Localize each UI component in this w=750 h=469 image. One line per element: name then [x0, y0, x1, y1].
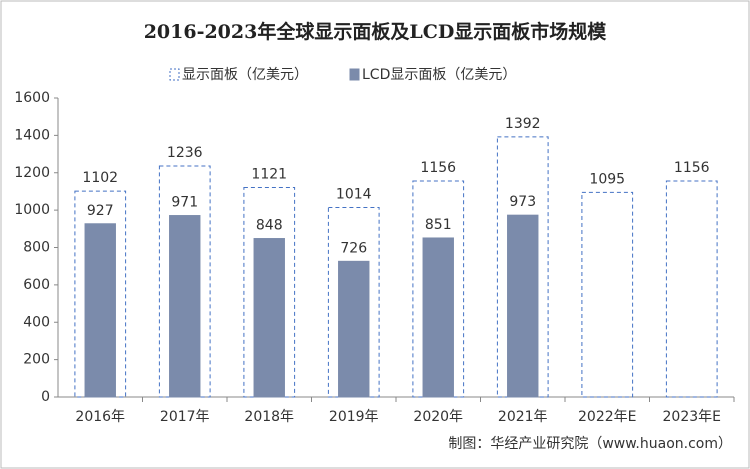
y-tick-label: 800	[23, 240, 50, 256]
legend-label: 显示面板（亿美元）	[182, 67, 308, 83]
source: 制图：华经产业研究院（www.huaon.com）	[448, 436, 732, 452]
x-tick-label: 2019年	[329, 409, 379, 425]
lcd-bar	[507, 214, 539, 398]
lcd-bar	[338, 260, 370, 398]
value-label: 1236	[167, 145, 203, 161]
x-tick-label: 2021年	[498, 409, 548, 425]
x-tick-label: 2017年	[160, 409, 210, 425]
x-tick-label: 2020年	[413, 409, 463, 425]
y-tick-label: 1400	[14, 127, 50, 143]
lcd-bar	[84, 223, 116, 398]
lcd-bar	[169, 215, 201, 398]
value-label: 927	[87, 203, 114, 219]
legend-swatch	[169, 68, 180, 81]
value-label: 1156	[420, 160, 456, 176]
value-label: 1121	[251, 167, 287, 183]
value-label: 973	[509, 194, 536, 210]
lcd-bar	[253, 238, 285, 398]
y-tick-label: 1000	[14, 202, 50, 218]
chart-title: 2016-2023年全球显示面板及LCD显示面板市场规模	[144, 20, 608, 43]
y-tick-label: 200	[23, 352, 50, 368]
legend-swatch	[349, 68, 360, 81]
value-label: 1102	[82, 170, 118, 186]
lcd-bar	[422, 237, 454, 398]
x-tick-label: 2018年	[244, 409, 294, 425]
value-label: 1392	[505, 116, 541, 132]
total-bar	[243, 187, 296, 398]
value-label: 848	[256, 218, 283, 234]
total-bar	[327, 207, 380, 398]
y-tick-label: 400	[23, 314, 50, 330]
y-tick-label: 0	[41, 389, 50, 405]
y-tick-label: 1600	[14, 90, 50, 106]
x-tick-label: 2023年E	[663, 409, 721, 425]
x-tick-label: 2016年	[75, 409, 125, 425]
total-bar	[581, 191, 634, 398]
value-label: 1014	[336, 187, 372, 203]
value-label: 726	[340, 240, 367, 256]
y-tick-label: 1200	[14, 165, 50, 181]
x-tick-label: 2022年E	[578, 409, 636, 425]
value-label: 1156	[674, 160, 710, 176]
legend-label: LCD显示面板（亿美元）	[362, 67, 516, 83]
value-label: 971	[171, 195, 198, 211]
value-label: 851	[425, 217, 452, 233]
y-tick-label: 600	[23, 277, 50, 293]
value-label: 1095	[589, 171, 625, 187]
